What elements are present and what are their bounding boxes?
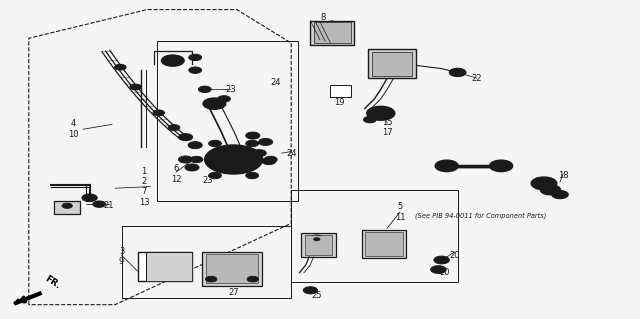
- Text: 5
11: 5 11: [395, 203, 405, 222]
- Bar: [372, 52, 412, 76]
- Circle shape: [367, 106, 395, 120]
- Circle shape: [205, 276, 217, 282]
- Text: (See PIB 94-0011 for Component Parts): (See PIB 94-0011 for Component Parts): [415, 212, 546, 219]
- Bar: [122, 226, 291, 298]
- Text: FR.: FR.: [44, 274, 62, 291]
- Text: 20: 20: [440, 268, 450, 277]
- Text: 15
17: 15 17: [382, 118, 392, 137]
- Bar: [330, 85, 351, 97]
- Circle shape: [205, 145, 262, 174]
- Circle shape: [209, 172, 221, 179]
- Text: 23: 23: [203, 176, 213, 185]
- Circle shape: [264, 156, 277, 163]
- Circle shape: [434, 256, 449, 264]
- Bar: [314, 22, 351, 43]
- Circle shape: [62, 203, 72, 208]
- Bar: [310, 21, 354, 45]
- Circle shape: [540, 185, 561, 195]
- Bar: [202, 252, 262, 286]
- Text: 25: 25: [312, 291, 322, 300]
- Circle shape: [82, 194, 97, 202]
- Text: 26
27: 26 27: [228, 278, 239, 297]
- Circle shape: [179, 134, 193, 141]
- Circle shape: [185, 164, 199, 171]
- Circle shape: [531, 177, 557, 190]
- Circle shape: [246, 132, 260, 139]
- Bar: [301, 233, 336, 257]
- Bar: [54, 201, 80, 214]
- Circle shape: [115, 64, 126, 70]
- Circle shape: [93, 201, 106, 207]
- Bar: [291, 190, 458, 282]
- Circle shape: [246, 172, 259, 179]
- Circle shape: [259, 138, 273, 145]
- Bar: [146, 252, 192, 281]
- Text: 4
10: 4 10: [68, 120, 79, 139]
- Text: 23: 23: [225, 85, 236, 94]
- Circle shape: [252, 150, 266, 157]
- Text: 1
2
7
13: 1 2 7 13: [139, 167, 149, 207]
- Circle shape: [161, 55, 184, 66]
- Bar: [368, 49, 416, 78]
- Circle shape: [308, 289, 313, 292]
- Text: 18: 18: [558, 171, 568, 180]
- Circle shape: [168, 125, 180, 130]
- Text: 8
14: 8 14: [318, 13, 328, 32]
- Bar: [365, 232, 403, 256]
- Circle shape: [130, 84, 141, 90]
- Circle shape: [188, 142, 202, 149]
- Text: 20: 20: [449, 251, 460, 260]
- Circle shape: [552, 190, 568, 199]
- Polygon shape: [14, 299, 20, 304]
- Circle shape: [442, 163, 452, 168]
- Circle shape: [314, 238, 320, 241]
- Circle shape: [247, 276, 259, 282]
- Circle shape: [262, 158, 276, 165]
- Circle shape: [189, 67, 202, 73]
- Circle shape: [209, 140, 221, 147]
- Bar: [305, 235, 332, 255]
- Circle shape: [203, 98, 226, 109]
- Circle shape: [179, 156, 193, 163]
- Bar: [362, 230, 406, 258]
- Circle shape: [438, 258, 445, 262]
- Bar: [157, 41, 298, 201]
- Circle shape: [435, 160, 458, 172]
- Circle shape: [246, 140, 259, 147]
- Circle shape: [490, 160, 513, 172]
- Circle shape: [218, 96, 230, 102]
- Circle shape: [449, 68, 466, 77]
- Circle shape: [374, 110, 388, 117]
- Circle shape: [198, 86, 211, 93]
- Circle shape: [364, 116, 376, 123]
- Text: 24: 24: [286, 149, 296, 158]
- Circle shape: [435, 268, 442, 271]
- Text: 24: 24: [270, 78, 280, 87]
- Circle shape: [431, 266, 446, 273]
- Text: 3
9: 3 9: [119, 247, 124, 266]
- Text: 6
12: 6 12: [171, 164, 181, 183]
- Circle shape: [303, 287, 317, 294]
- Text: 16: 16: [491, 163, 501, 172]
- Bar: [206, 254, 258, 283]
- Text: 21: 21: [318, 244, 328, 253]
- Circle shape: [308, 235, 325, 243]
- Circle shape: [216, 151, 252, 168]
- Circle shape: [189, 54, 202, 61]
- Bar: [138, 252, 192, 281]
- Text: 19: 19: [334, 98, 344, 107]
- Circle shape: [190, 156, 203, 163]
- Text: 21: 21: [104, 201, 114, 210]
- Circle shape: [496, 163, 506, 168]
- Text: 22: 22: [472, 74, 482, 83]
- Circle shape: [153, 110, 164, 116]
